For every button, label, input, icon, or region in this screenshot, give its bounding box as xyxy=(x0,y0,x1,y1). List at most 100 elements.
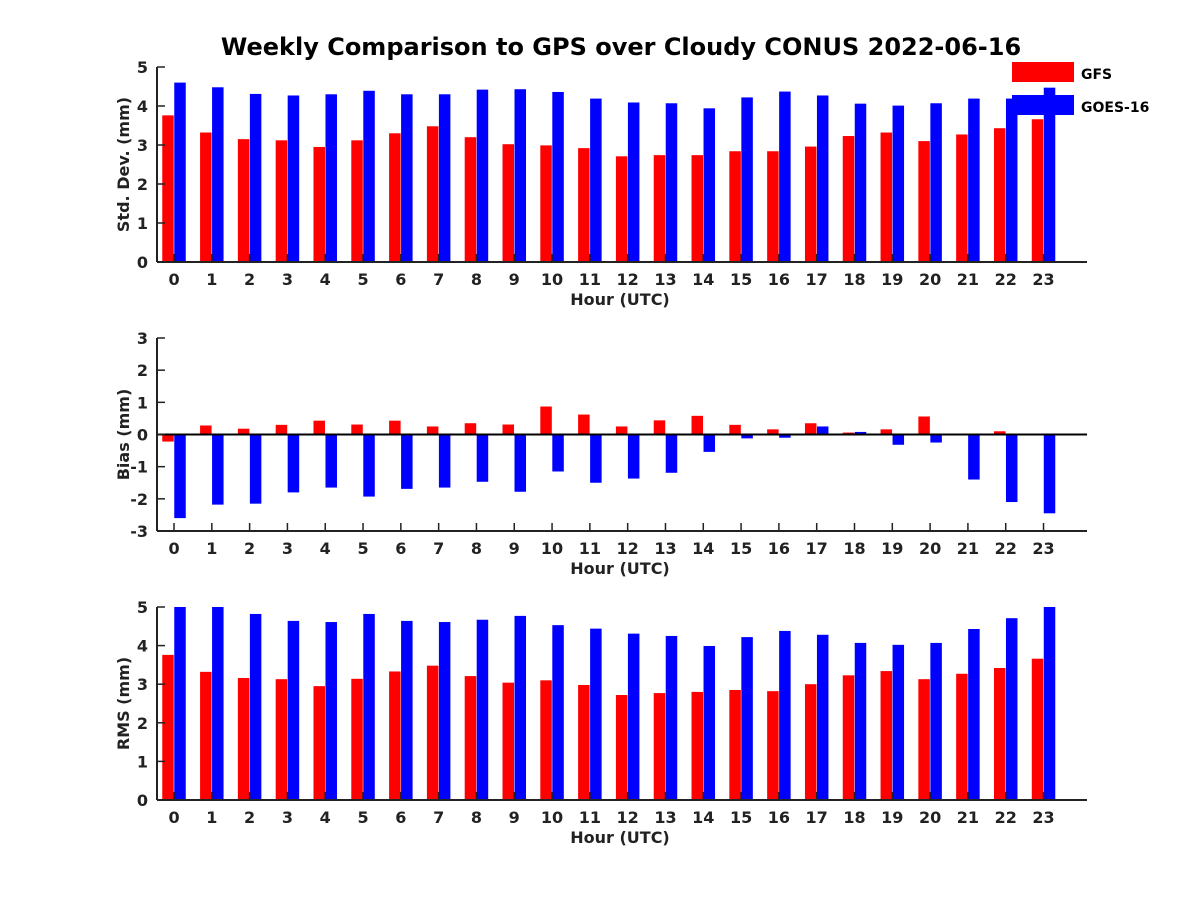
bias-bar-goes16-17 xyxy=(816,426,829,435)
rms-x-tick-label: 19 xyxy=(881,808,903,827)
bias-bar-gfs-16 xyxy=(767,429,779,435)
std-dev-y-tick-label: 1 xyxy=(137,214,148,233)
std-dev-bar-goes16-9 xyxy=(514,89,527,262)
std-dev-bar-goes16-5 xyxy=(363,90,375,262)
rms-y-tick-label: 2 xyxy=(137,714,148,733)
std-dev-bar-gfs-5 xyxy=(351,140,363,262)
std-dev-bar-goes16-21 xyxy=(968,98,980,262)
rms-x-tick-label: 7 xyxy=(433,808,444,827)
std-dev-y-tick-label: 4 xyxy=(137,97,148,116)
bias-x-tick-label: 5 xyxy=(357,539,368,558)
bias-bar-goes16-20 xyxy=(930,434,942,443)
rms-bar-gfs-6 xyxy=(389,671,401,800)
rms-bar-goes16-12 xyxy=(627,633,640,800)
bias-bar-gfs-17 xyxy=(804,423,817,435)
bias-bar-goes16-11 xyxy=(590,434,602,483)
bias-bar-gfs-7 xyxy=(426,426,439,435)
rms-x-tick-label: 21 xyxy=(957,808,979,827)
std-dev-bar-goes16-22 xyxy=(1005,98,1018,262)
bias-bar-gfs-12 xyxy=(615,426,628,435)
std-dev-x-tick-label: 11 xyxy=(579,270,601,289)
rms-bar-gfs-12 xyxy=(615,695,628,800)
std-dev-bar-goes16-18 xyxy=(854,103,867,262)
bias-x-tick-label: 10 xyxy=(541,539,563,558)
rms-bar-goes16-0 xyxy=(174,607,186,800)
rms-bar-goes16-1 xyxy=(212,607,224,800)
bias-x-tick-label: 2 xyxy=(244,539,255,558)
bias-bar-gfs-5 xyxy=(351,424,363,435)
bias-bar-gfs-15 xyxy=(729,424,741,435)
std-dev-bar-gfs-0 xyxy=(162,115,174,262)
rms-bar-goes16-6 xyxy=(401,620,413,800)
bias-bar-goes16-2 xyxy=(249,434,262,504)
bias-bar-gfs-10 xyxy=(540,406,552,435)
std-dev-bar-gfs-2 xyxy=(237,139,250,262)
std-dev-x-tick-label: 21 xyxy=(957,270,979,289)
rms-bar-gfs-9 xyxy=(502,682,515,800)
std-dev-x-tick-label: 2 xyxy=(244,270,255,289)
rms-x-tick-label: 4 xyxy=(320,808,331,827)
bias-bar-gfs-0 xyxy=(162,434,174,442)
rms-bar-goes16-11 xyxy=(590,628,602,800)
rms-bar-goes16-16 xyxy=(779,630,791,800)
std-dev-x-tick-label: 8 xyxy=(471,270,482,289)
bias-y-tick-label: 2 xyxy=(137,361,148,380)
rms-x-axis-label: Hour (UTC) xyxy=(570,828,670,847)
rms-x-tick-label: 20 xyxy=(919,808,941,827)
std-dev-bar-gfs-23 xyxy=(1031,119,1044,262)
rms-bar-gfs-5 xyxy=(351,678,363,800)
std-dev-x-tick-label: 23 xyxy=(1032,270,1054,289)
std-dev-x-tick-label: 17 xyxy=(806,270,828,289)
rms-bar-gfs-15 xyxy=(729,689,741,800)
bias-x-tick-label: 4 xyxy=(320,539,331,558)
bias-bar-goes16-7 xyxy=(438,434,451,488)
std-dev-bar-goes16-12 xyxy=(627,102,640,263)
bias-bar-goes16-15 xyxy=(741,434,753,439)
rms-y-tick-label: 3 xyxy=(137,675,148,694)
rms-bar-gfs-20 xyxy=(918,679,930,800)
rms-x-tick-label: 3 xyxy=(282,808,293,827)
bias-bar-goes16-5 xyxy=(363,434,375,497)
std-dev-y-axis-label: Std. Dev. (mm) xyxy=(114,97,133,232)
bias-bar-goes16-22 xyxy=(1005,434,1018,503)
std-dev-bar-goes16-17 xyxy=(816,95,829,262)
rms-x-tick-label: 18 xyxy=(843,808,865,827)
std-dev-y-tick-label: 0 xyxy=(137,253,148,272)
legend-label-goes16: GOES-16 xyxy=(1081,100,1149,116)
std-dev-y-tick-label: 3 xyxy=(137,136,148,155)
bias-bar-gfs-22 xyxy=(993,431,1006,435)
rms-bar-goes16-10 xyxy=(552,625,564,800)
bias-y-tick-label: -2 xyxy=(130,490,148,509)
std-dev-x-tick-label: 3 xyxy=(282,270,293,289)
rms-bar-gfs-16 xyxy=(767,691,779,800)
rms-bar-gfs-8 xyxy=(464,676,477,800)
std-dev-bar-goes16-16 xyxy=(779,91,791,262)
bias-bar-goes16-1 xyxy=(212,434,224,505)
std-dev-bar-goes16-3 xyxy=(287,95,300,262)
std-dev-bar-gfs-8 xyxy=(464,137,477,262)
bias-x-axis-label: Hour (UTC) xyxy=(570,559,670,578)
bias-x-tick-label: 16 xyxy=(768,539,790,558)
rms-y-tick-label: 1 xyxy=(137,752,148,771)
rms-x-tick-label: 15 xyxy=(730,808,752,827)
legend-swatch-gfs xyxy=(1012,62,1074,82)
legend-label-gfs: GFS xyxy=(1081,67,1112,83)
rms-x-tick-label: 16 xyxy=(768,808,790,827)
rms-bar-gfs-3 xyxy=(275,679,288,800)
std-dev-x-tick-label: 6 xyxy=(395,270,406,289)
std-dev-x-tick-label: 14 xyxy=(692,270,714,289)
std-dev-x-tick-label: 13 xyxy=(654,270,676,289)
std-dev-bar-gfs-17 xyxy=(804,146,817,262)
rms-x-tick-label: 2 xyxy=(244,808,255,827)
bias-x-tick-label: 15 xyxy=(730,539,752,558)
rms-bar-gfs-4 xyxy=(313,686,325,800)
rms-y-tick-label: 0 xyxy=(137,791,148,810)
rms-bar-gfs-2 xyxy=(237,678,250,800)
rms-y-axis-label: RMS (mm) xyxy=(114,657,133,750)
bias-bar-goes16-0 xyxy=(174,434,186,519)
std-dev-x-tick-label: 9 xyxy=(509,270,520,289)
rms-bar-goes16-8 xyxy=(476,619,489,800)
rms-bar-goes16-23 xyxy=(1043,607,1056,800)
rms-bar-gfs-1 xyxy=(200,671,212,800)
rms-bar-gfs-23 xyxy=(1031,658,1044,800)
